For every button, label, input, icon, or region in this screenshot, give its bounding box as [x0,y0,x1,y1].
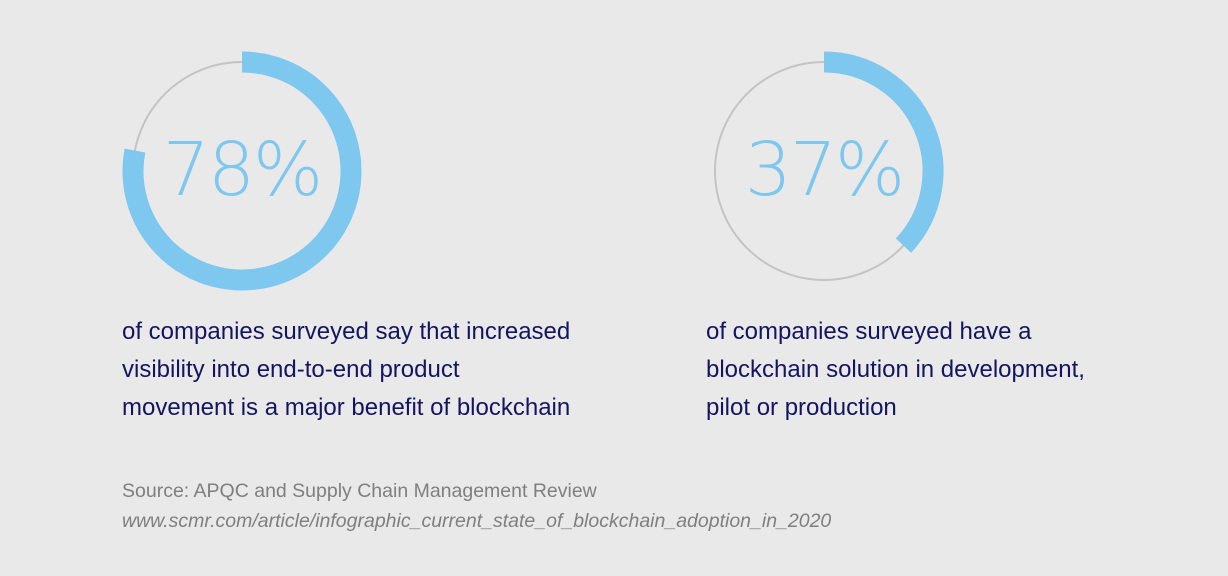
percentage-label-2: 37% [744,127,905,213]
percentage-label-1: 78% [162,127,323,213]
caption-1: of companies surveyed say that increased… [122,313,570,427]
caption-2-line-2: blockchain solution in development, [706,356,1085,383]
caption-1-line-3: movement is a major benefit of blockchai… [122,394,571,421]
caption-2-line-3: pilot or production [706,394,897,421]
caption-1-line-2: visibility into end-to-end product [122,356,460,383]
donut-arc-1 [122,51,362,291]
source-note: Source: APQC and Supply Chain Management… [122,476,831,536]
caption-1-line-1: of companies surveyed say that increased [122,318,571,345]
source-text: Source: APQC and Supply Chain Management… [122,480,597,502]
caption-2-line-1: of companies surveyed have a [706,318,1032,345]
caption-2: of companies surveyed have a blockchain … [706,313,1085,427]
source-url: www.scmr.com/article/infographic_current… [122,510,832,532]
donut-chart-1 [122,51,362,291]
donut-chart-2 [714,51,944,281]
donut-arc-2 [823,51,944,253]
